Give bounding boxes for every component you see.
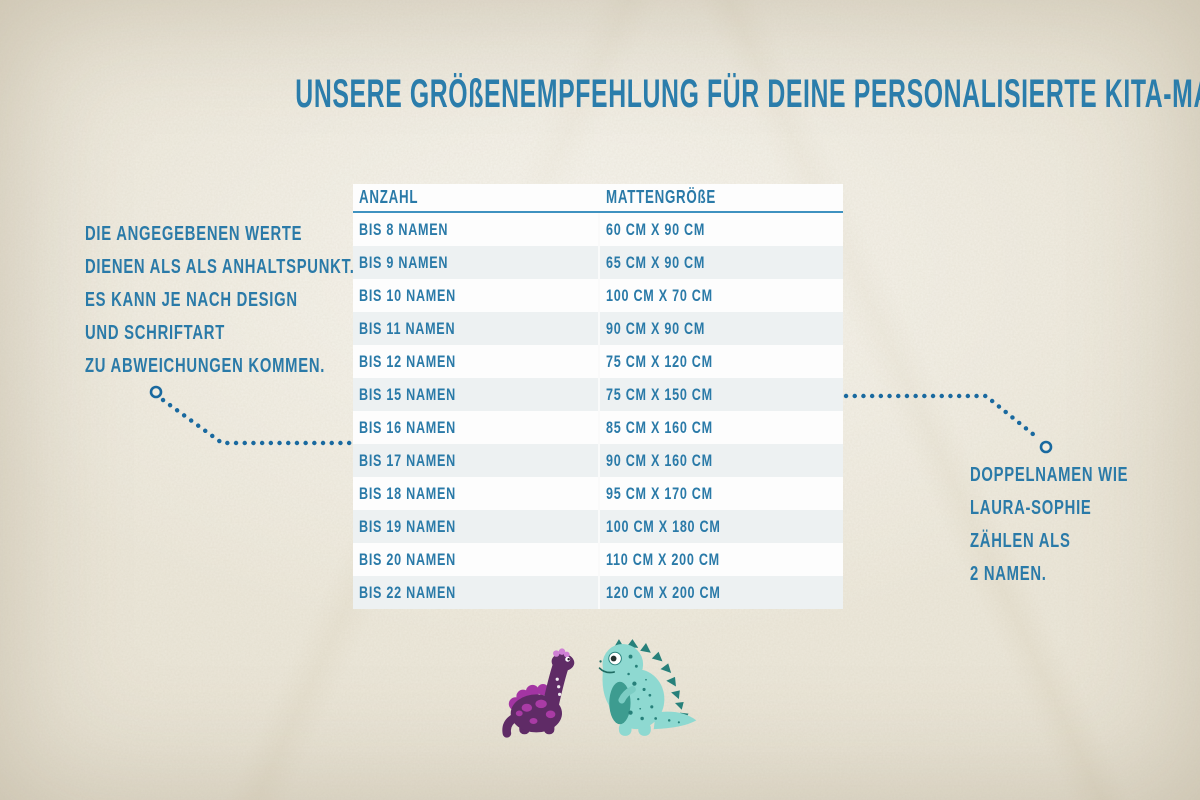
column-divider [598, 213, 600, 609]
right-note: DOPPELNAMEN WIE LAURA-SOPHIE ZÄHLEN ALS … [970, 459, 1184, 591]
right-connector-dot-circle [1039, 440, 1053, 454]
cell-groesse: 100 CM X 180 CM [606, 516, 721, 536]
cell-anzahl: BIS 9 NAMEN [359, 252, 449, 272]
cell-anzahl: BIS 17 NAMEN [359, 450, 456, 470]
cell-anzahl: BIS 18 NAMEN [359, 483, 456, 503]
cell-groesse: 85 CM X 160 CM [606, 417, 713, 437]
cell-groesse: 90 CM X 90 CM [606, 318, 706, 338]
cell-groesse: 110 CM X 200 CM [606, 549, 720, 569]
cell-groesse: 90 CM X 160 CM [606, 450, 713, 470]
right-note-line: 2 NAMEN. [970, 563, 1047, 585]
cell-groesse: 95 CM X 170 CM [606, 483, 713, 503]
cell-groesse: 120 CM X 200 CM [606, 582, 721, 602]
cell-anzahl: BIS 11 NAMEN [359, 318, 456, 338]
left-connector-line [149, 385, 355, 446]
cell-anzahl: BIS 8 NAMEN [359, 219, 449, 239]
cell-groesse: 75 CM X 120 CM [606, 351, 713, 371]
right-note-line: DOPPELNAMEN WIE [970, 464, 1129, 486]
cell-anzahl: BIS 19 NAMEN [359, 516, 456, 536]
cell-anzahl: BIS 15 NAMEN [359, 384, 456, 404]
page-title: UNSERE GRÖßENEMPFEHLUNG FÜR DEINE PERSON… [0, 72, 1200, 117]
size-table: ANZAHL MATTENGRÖßE BIS 8 NAMEN 60 CM X 90… [353, 184, 843, 609]
purple-dinosaur-illustration [502, 648, 575, 738]
right-note-line: LAURA-SOPHIE [970, 497, 1092, 519]
right-connector-line [843, 393, 1053, 454]
column-header-anzahl: ANZAHL [359, 187, 419, 207]
size-table-header: ANZAHL MATTENGRÖßE [353, 184, 843, 213]
cell-anzahl: BIS 12 NAMEN [359, 351, 456, 371]
column-header-mattengroesse: MATTENGRÖßE [606, 187, 717, 207]
cell-anzahl: BIS 10 NAMEN [359, 285, 456, 305]
cell-anzahl: BIS 16 NAMEN [359, 417, 456, 437]
cell-groesse: 75 CM X 150 CM [606, 384, 713, 404]
teal-dinosaur-illustration [598, 639, 697, 736]
page-title-text: UNSERE GRÖßENEMPFEHLUNG FÜR DEINE PERSON… [295, 72, 1200, 116]
cell-groesse: 60 CM X 90 CM [606, 219, 706, 239]
left-connector-dot-circle [149, 385, 163, 399]
cell-anzahl: BIS 20 NAMEN [359, 549, 456, 569]
cell-groesse: 65 CM X 90 CM [606, 252, 706, 272]
cell-anzahl: BIS 22 NAMEN [359, 582, 456, 602]
cell-groesse: 100 CM X 70 CM [606, 285, 713, 305]
right-note-line: ZÄHLEN ALS [970, 530, 1071, 552]
